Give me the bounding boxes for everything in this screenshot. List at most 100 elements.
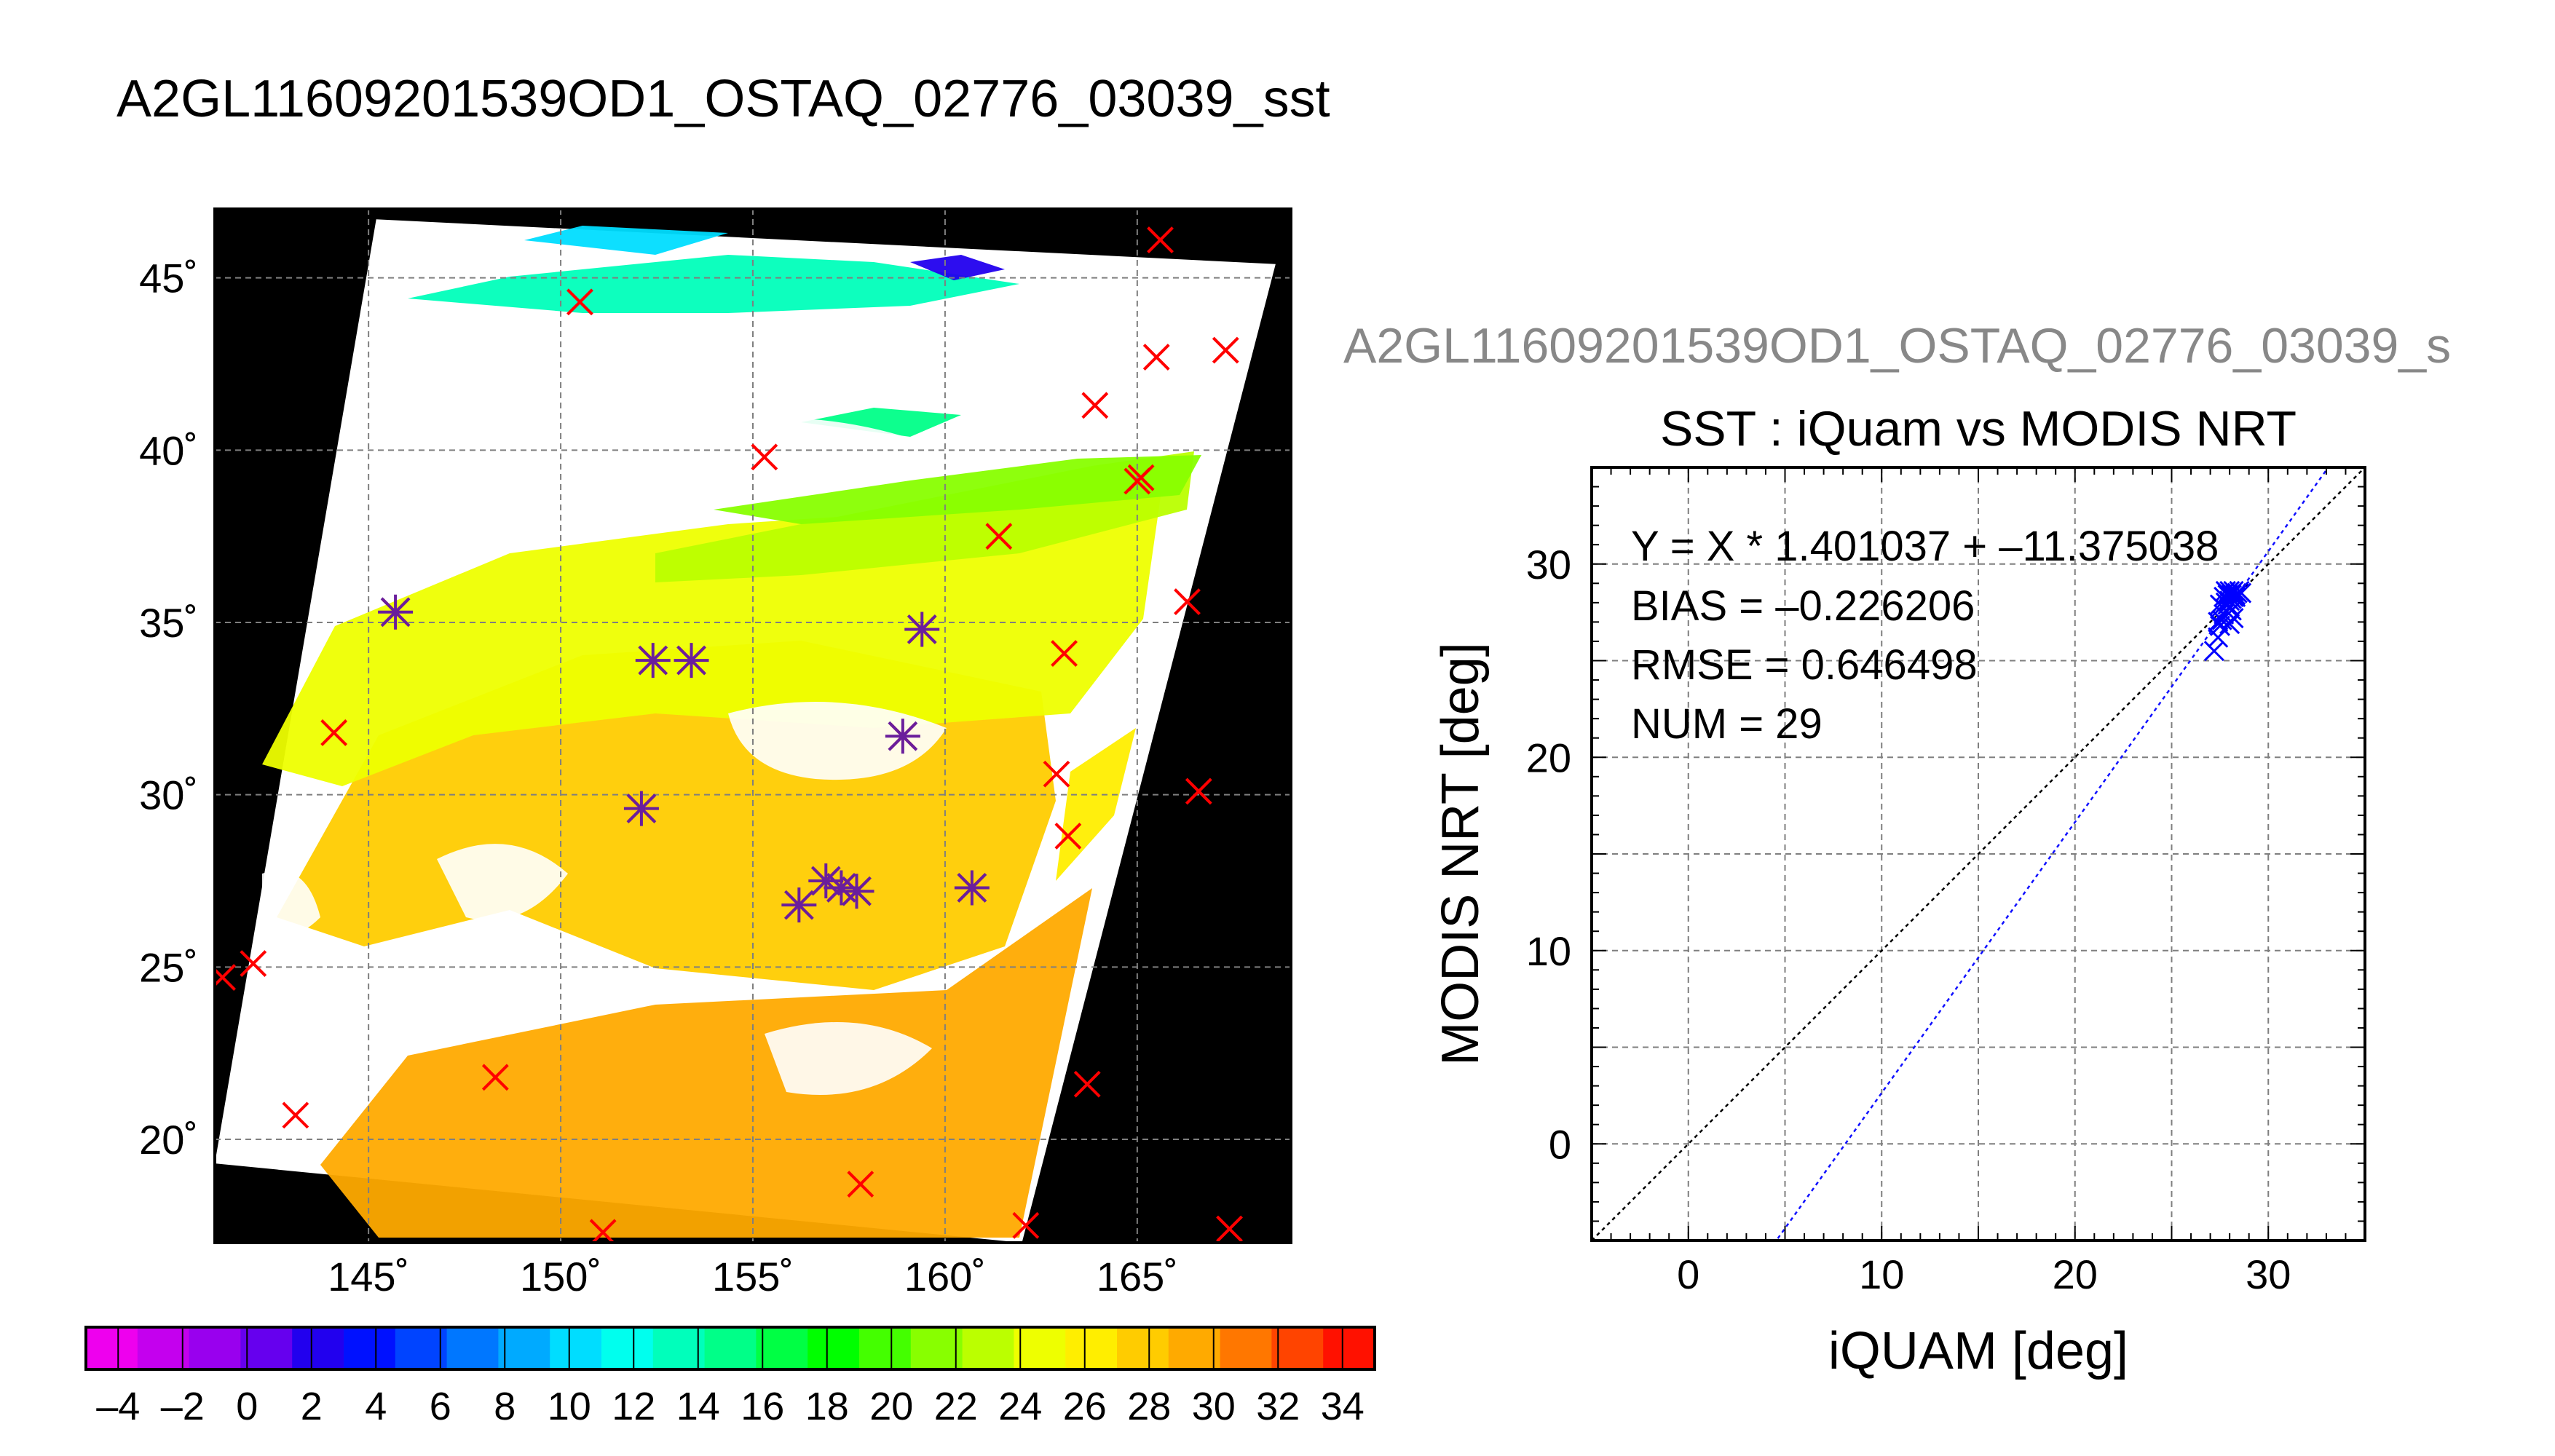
colorbar-tick-label: –2 (161, 1385, 205, 1428)
cloud-region (728, 702, 947, 780)
scatter-subtitle: A2GL11609201539OD1_OSTAQ_02776_03039_s (1343, 318, 2451, 373)
colorbar-cell (550, 1327, 602, 1369)
cloudfree-matchup-marker (635, 643, 671, 678)
colorbar-cell (446, 1327, 499, 1369)
colorbar-tick-label: 16 (741, 1385, 784, 1428)
matchup-marker (1212, 336, 1239, 364)
cloudfree-matchup-marker (904, 612, 940, 647)
colorbar-tick-label: 32 (1256, 1385, 1300, 1428)
sst-field-region (801, 408, 961, 437)
map-frame (213, 207, 1292, 1244)
scatter-point (2208, 612, 2229, 633)
cloudfree-matchup-marker (378, 594, 414, 630)
sst-map: 145˚ 150˚ 155˚ 160˚ 165˚ 20˚ 25˚ 30˚ 35˚ 40˚ 45˚ (139, 207, 1292, 1299)
colorbar-cell (652, 1327, 706, 1369)
map-markers (215, 226, 1243, 1243)
y-axis-label: MODIS NRT [deg] (1431, 642, 1490, 1066)
map-x-tick-label: 150˚ (520, 1254, 601, 1299)
scatter-y-ticks: 0 10 20 30 (1526, 542, 1571, 1168)
colorbar-cell (859, 1327, 912, 1369)
scatter-title: SST : iQuam vs MODIS NRT (1660, 401, 2297, 456)
cloudfree-matchup-marker (885, 719, 920, 754)
matchup-marker (847, 1171, 874, 1198)
scatter-y-tick-label: 30 (1526, 542, 1571, 587)
colorbar-tick-label: 12 (612, 1385, 655, 1428)
map-y-ticks: 20˚ 25˚ 30˚ 35˚ 40˚ 45˚ (139, 256, 198, 1163)
matchup-marker (1174, 588, 1201, 616)
x-axis-label: iQUAM [deg] (1828, 1322, 2128, 1380)
colorbar-tick-label: 18 (805, 1385, 849, 1428)
scatter-point (2203, 641, 2224, 662)
map-y-tick-label: 35˚ (139, 600, 198, 646)
colorbar-tick-label: 22 (934, 1385, 978, 1428)
scatter-grid (1592, 467, 2365, 1241)
map-y-tick-label: 40˚ (139, 427, 198, 473)
matchup-marker (589, 1219, 617, 1243)
swath (215, 219, 1276, 1243)
colorbar-tick-label: –4 (96, 1385, 140, 1428)
colorbar-cell (498, 1327, 550, 1369)
colorbar-tick-label: 14 (676, 1385, 720, 1428)
colorbar-tick-label: 4 (365, 1385, 387, 1428)
colorbar-cell (601, 1327, 654, 1369)
matchup-marker (481, 1064, 509, 1091)
scatter-point (2215, 580, 2236, 601)
cloudfree-matchup-marker (623, 791, 659, 826)
scatter-x-ticks: 0 10 20 30 (1677, 1251, 2291, 1297)
map-y-tick-label: 30˚ (139, 772, 198, 818)
cloudfree-matchup-marker (954, 870, 990, 906)
matchup-marker (751, 443, 778, 471)
colorbar-cell (137, 1327, 190, 1369)
fit-equation: Y = X * 1.401037 + –11.375038 (1631, 523, 2219, 570)
num-text: NUM = 29 (1631, 700, 1823, 748)
scatter-x-tick-label: 10 (1859, 1251, 1904, 1297)
matchup-marker (320, 719, 348, 746)
map-x-tick-label: 160˚ (904, 1254, 986, 1299)
colorbar-cell (1014, 1327, 1066, 1369)
cloudfree-matchup-marker (839, 874, 874, 909)
scatter-point (2223, 580, 2244, 601)
cloudfree-matchup-marker (674, 643, 709, 678)
scatter-x-tick-label: 20 (2053, 1251, 2098, 1297)
colorbar-cell (1168, 1327, 1221, 1369)
scatter-point (2225, 586, 2246, 607)
colorbar-tick-label: 2 (301, 1385, 323, 1428)
matchup-marker (1054, 823, 1082, 850)
matchup-marker (1216, 1215, 1243, 1243)
colorbar-cells (86, 1327, 1375, 1369)
scatter-frame (1590, 466, 2366, 1242)
map-x-tick-label: 145˚ (328, 1254, 409, 1299)
matchup-marker (240, 950, 267, 978)
map-x-tick-label: 155˚ (712, 1254, 794, 1299)
cloudfree-matchup-marker (781, 887, 817, 923)
colorbar-cell (240, 1327, 293, 1369)
colorbar-cell (292, 1327, 344, 1369)
matchup-marker (1127, 464, 1155, 491)
scatter-x-tick-label: 30 (2246, 1251, 2291, 1297)
colorbar-tick-label: 26 (1063, 1385, 1107, 1428)
colorbar-tick-label: 20 (869, 1385, 913, 1428)
map-x-tick-label: 165˚ (1097, 1254, 1178, 1299)
matchup-marker (1012, 1211, 1040, 1239)
matchup-marker (1043, 760, 1070, 788)
matchup-marker (282, 1101, 309, 1129)
colorbar-cell (1065, 1327, 1118, 1369)
colorbar-cell (1117, 1327, 1169, 1369)
colorbar-frame (84, 1326, 1376, 1371)
scatter-annotations: Y = X * 1.401037 + –11.375038 BIAS = –0.… (1631, 523, 2219, 748)
colorbar-cell (1323, 1327, 1375, 1369)
colorbar-cell (1271, 1327, 1324, 1369)
colorbar-tick-label: 10 (548, 1385, 591, 1428)
matchup-marker (1081, 392, 1109, 419)
map-y-tick-label: 45˚ (139, 256, 198, 301)
scatter-y-tick-label: 20 (1526, 735, 1571, 780)
scatter-y-tick-label: 0 (1549, 1121, 1571, 1167)
colorbar-labels: –4 –2 0 2 4 6 8 10 12 14 16 18 20 22 24 26 28 30 32 34 (96, 1327, 1365, 1428)
sst-field-region (320, 888, 1092, 1238)
matchup-marker (985, 523, 1013, 550)
scatter-points (2203, 580, 2252, 662)
colorbar-cell (756, 1327, 808, 1369)
colorbar-tick-label: 28 (1127, 1385, 1171, 1428)
map-y-tick-label: 25˚ (139, 944, 198, 990)
